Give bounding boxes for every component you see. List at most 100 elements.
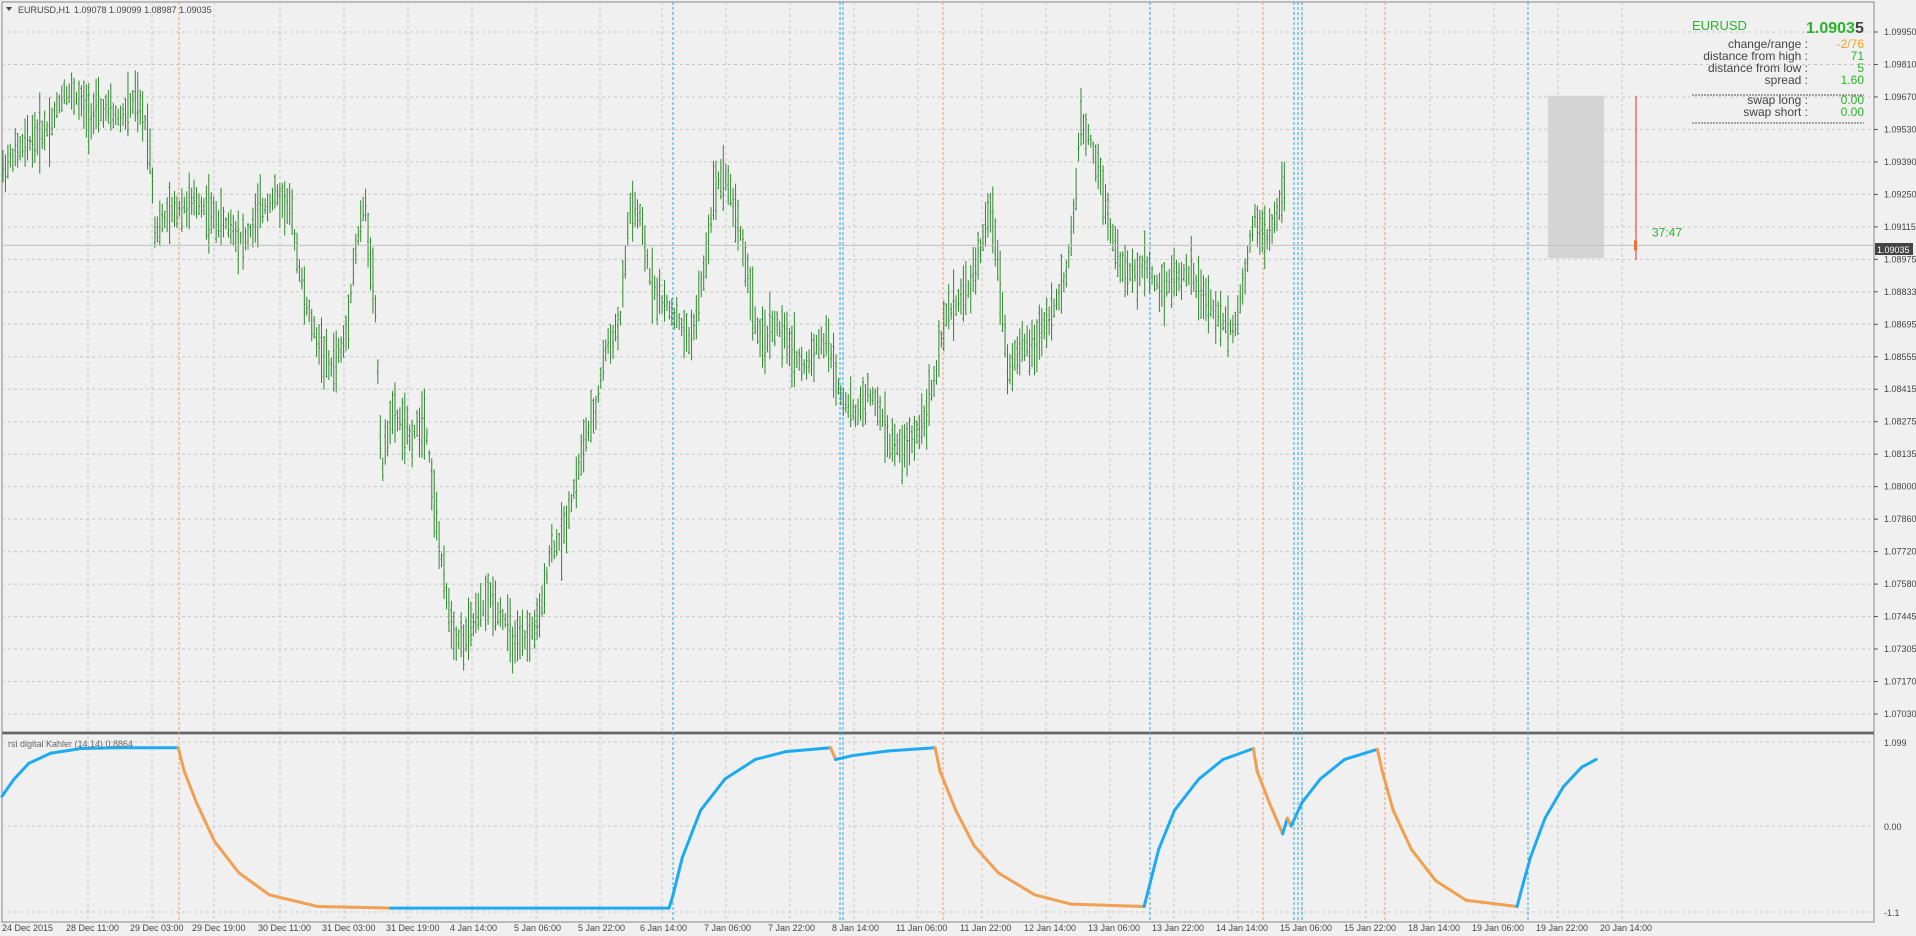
price-bar — [474, 592, 477, 634]
price-bar — [202, 198, 205, 215]
price-bar — [619, 310, 622, 326]
price-bar — [75, 91, 78, 105]
info-row-label: swap short : — [1743, 105, 1808, 119]
price-bar — [947, 283, 950, 330]
price-bar — [805, 351, 808, 380]
price-bar — [460, 612, 463, 658]
price-bar — [1204, 278, 1207, 321]
info-price: 1.09035 — [1806, 20, 1864, 37]
price-bar — [1106, 192, 1109, 241]
price-bar — [1202, 275, 1205, 320]
price-bar — [114, 105, 117, 126]
rsi-segment — [851, 749, 891, 758]
price-bar — [533, 610, 536, 649]
price-bar — [817, 329, 820, 359]
price-bar — [771, 310, 774, 342]
price-bar — [541, 585, 543, 617]
price-bar — [545, 567, 548, 585]
price-bar — [548, 545, 551, 567]
rsi-segment — [1069, 902, 1146, 909]
price-bar — [923, 405, 926, 437]
indicator-axis[interactable]: 1.099 0.00 -1.1 — [1884, 738, 1907, 918]
price-bar — [1048, 306, 1051, 336]
price-bar — [494, 580, 497, 631]
dropdown-triangle-icon[interactable] — [6, 7, 12, 11]
price-bar — [394, 382, 396, 443]
price-bar — [553, 540, 556, 560]
price-bars[interactable] — [2, 70, 1286, 674]
price-bar — [839, 385, 842, 406]
price-bar — [749, 266, 752, 321]
price-bar — [977, 231, 980, 280]
price-bar — [832, 332, 835, 398]
rsi-segment — [887, 746, 937, 753]
price-bar — [60, 85, 63, 112]
price-bar — [107, 90, 110, 124]
price-bar — [1072, 198, 1075, 234]
price-bar — [97, 76, 100, 133]
price-bar — [53, 101, 56, 129]
time-tick-label: 31 Dec 19:00 — [386, 923, 440, 933]
price-bar — [423, 388, 426, 460]
price-bar — [935, 360, 938, 385]
price-bar — [1138, 255, 1141, 287]
price-bar — [1224, 306, 1227, 334]
price-bar — [367, 212, 370, 268]
price-bar — [641, 206, 644, 246]
price-bar — [109, 83, 112, 131]
price-bar — [1023, 333, 1026, 362]
price-bar — [178, 200, 181, 217]
rsi-segment — [79, 746, 119, 751]
price-bar — [1001, 291, 1004, 333]
price-tick-label: 1.08135 — [1884, 449, 1916, 459]
price-bar — [509, 598, 512, 663]
price-bar — [484, 575, 487, 632]
price-bar — [1155, 274, 1158, 290]
price-tick-label: 1.07305 — [1884, 644, 1916, 654]
price-bar — [359, 200, 362, 243]
price-bar — [251, 207, 254, 248]
price-bar — [100, 98, 102, 122]
price-bar — [837, 378, 840, 395]
price-bar — [416, 409, 419, 437]
price-tick-label: 1.08975 — [1884, 254, 1916, 264]
price-bar — [1006, 344, 1009, 395]
price-bar — [313, 316, 316, 339]
price-bar — [1104, 184, 1107, 225]
price-bar — [58, 94, 61, 114]
price-bar — [570, 493, 573, 513]
price-bar — [36, 119, 39, 156]
price-bar — [1031, 319, 1033, 368]
price-bar — [844, 391, 847, 413]
price-axis[interactable]: 1.09950 1.09810 1.09670 1.09530 1.09390 1.092… — [1874, 27, 1916, 719]
price-bar — [866, 372, 869, 403]
price-bar — [1173, 247, 1176, 297]
price-bar — [425, 428, 428, 445]
price-bar — [1185, 253, 1188, 287]
price-bar — [521, 609, 524, 657]
price-tick-label: 1.08000 — [1884, 482, 1916, 492]
indicator-grid — [2, 736, 1874, 920]
price-bar — [48, 97, 51, 167]
price-bar — [19, 135, 22, 161]
price-bar — [77, 80, 80, 120]
price-bar — [700, 271, 703, 298]
price-bar — [1109, 218, 1112, 244]
price-bar — [276, 184, 279, 206]
price-bar — [175, 196, 178, 228]
price-bar — [580, 434, 583, 476]
price-bar — [1182, 263, 1185, 282]
price-bar — [812, 333, 815, 383]
price-bar — [913, 415, 916, 461]
price-bar — [1016, 336, 1019, 375]
rsi-segment — [267, 893, 320, 909]
price-bar — [342, 325, 345, 358]
price-bar — [896, 433, 899, 455]
rsi-segment — [176, 746, 186, 773]
time-axis[interactable]: 24 Dec 2015 28 Dec 11:00 29 Dec 03:00 29 De… — [2, 923, 1652, 933]
price-bar — [41, 120, 44, 150]
bar-timer: 37:47 — [1652, 225, 1682, 239]
rsi-segment — [1267, 800, 1285, 836]
price-bar — [1276, 197, 1278, 231]
